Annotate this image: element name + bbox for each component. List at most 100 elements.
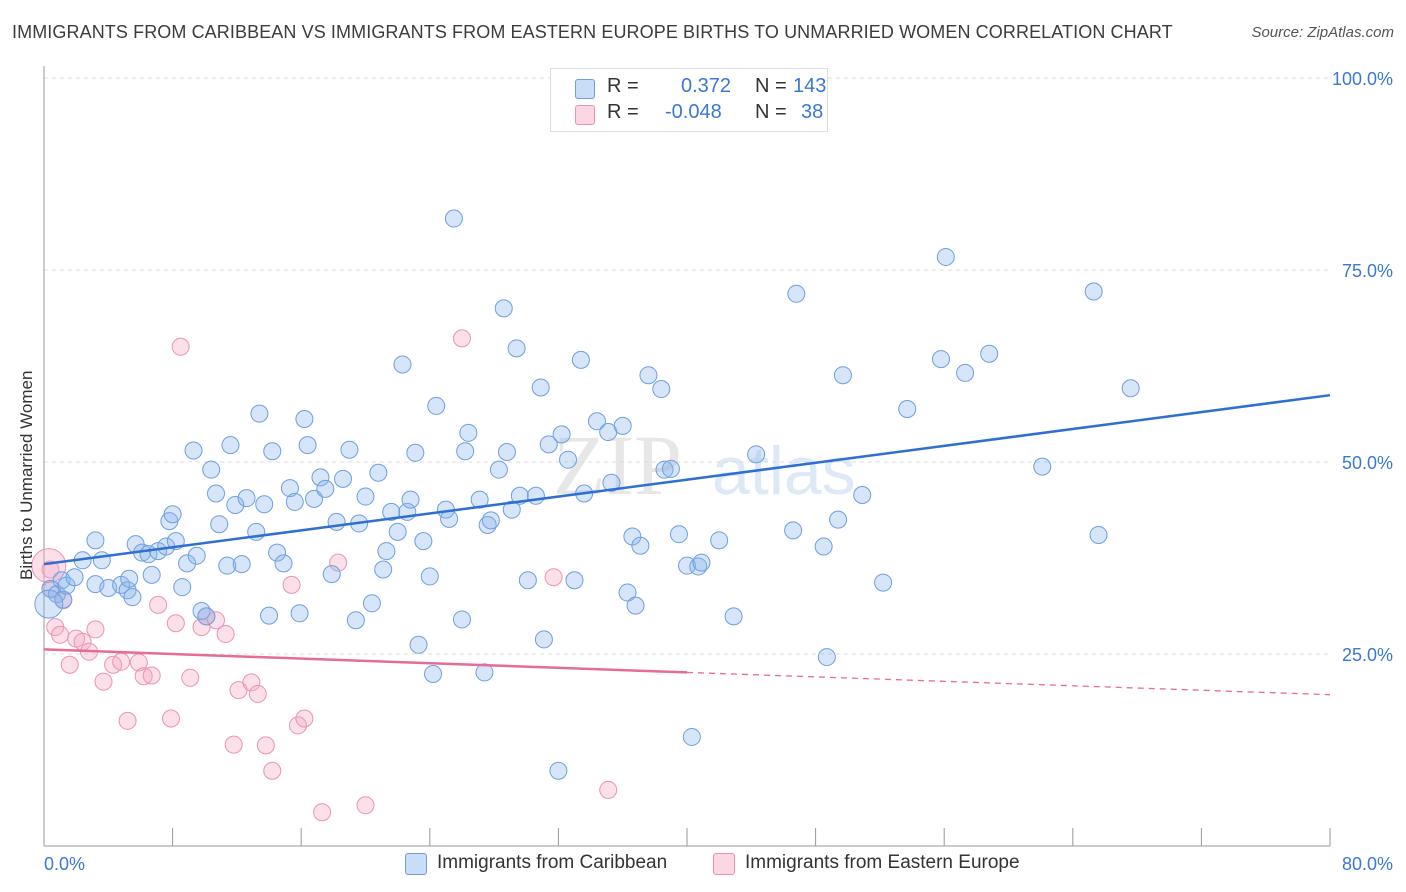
data-point-caribbean: [377, 542, 396, 561]
data-point-caribbean: [459, 423, 478, 442]
y-tick-label: 75.0%: [1342, 261, 1393, 281]
data-point-eastern-europe: [224, 735, 243, 754]
data-point-caribbean: [956, 363, 975, 382]
data-point-eastern-europe: [86, 620, 105, 639]
data-point-caribbean: [652, 380, 671, 399]
data-point-eastern-europe: [181, 668, 200, 687]
data-point-caribbean: [163, 505, 182, 524]
data-point-eastern-europe: [282, 575, 301, 594]
data-point-caribbean: [142, 565, 161, 584]
data-point-caribbean: [724, 607, 743, 626]
data-point-caribbean: [507, 339, 526, 358]
data-point-caribbean: [497, 443, 516, 462]
data-point-caribbean: [571, 350, 590, 369]
y-tick-label: 50.0%: [1342, 453, 1393, 473]
data-point-caribbean: [626, 596, 645, 615]
trend-line-eastern-europe: [43, 648, 688, 674]
data-point-caribbean: [268, 543, 287, 562]
data-point-eastern-europe: [216, 625, 235, 644]
data-point-caribbean: [424, 664, 443, 683]
data-point-caribbean: [534, 630, 553, 649]
data-point-caribbean: [263, 442, 282, 461]
data-point-caribbean: [414, 532, 433, 551]
watermark-atlas: atlas: [712, 433, 856, 509]
data-point-caribbean: [489, 460, 508, 479]
data-point-caribbean: [552, 425, 571, 444]
data-point-eastern-europe: [248, 684, 267, 703]
data-point-caribbean: [898, 400, 917, 419]
data-point-caribbean: [853, 486, 872, 505]
axes: [43, 66, 1331, 847]
data-point-caribbean: [539, 435, 558, 454]
data-point-eastern-europe: [51, 625, 70, 644]
data-point-eastern-europe: [41, 560, 60, 579]
caribbean-swatch: [405, 853, 427, 875]
data-point-caribbean: [814, 537, 833, 556]
data-point-caribbean: [427, 396, 446, 415]
legend-label: Immigrants from Caribbean: [437, 852, 668, 873]
data-point-eastern-europe: [544, 568, 563, 587]
data-point-caribbean: [549, 761, 568, 780]
data-point-caribbean: [817, 648, 836, 667]
data-point-caribbean: [393, 355, 412, 374]
data-point-eastern-europe: [60, 655, 79, 674]
data-point-caribbean: [602, 473, 621, 492]
data-point-caribbean: [1089, 525, 1108, 544]
data-point-caribbean: [197, 607, 216, 626]
data-point-caribbean: [401, 490, 420, 509]
data-point-caribbean: [298, 436, 317, 455]
data-point-caribbean: [388, 522, 407, 541]
series-eastern-europe-points: [31, 329, 618, 822]
data-point-caribbean: [120, 569, 139, 588]
data-point-caribbean: [346, 611, 365, 630]
data-point-eastern-europe: [171, 337, 190, 356]
data-point-caribbean: [221, 436, 240, 455]
data-point-caribbean: [661, 459, 680, 478]
data-point-caribbean: [295, 409, 314, 428]
data-point-caribbean: [639, 366, 658, 385]
y-tick-label: 100.0%: [1332, 69, 1393, 89]
data-point-caribbean: [210, 515, 229, 534]
data-point-caribbean: [655, 460, 674, 479]
data-point-eastern-europe: [142, 666, 161, 685]
europe-swatch: [575, 105, 595, 125]
data-point-eastern-europe: [149, 595, 168, 614]
legend-r-value: 0.372: [681, 75, 732, 97]
data-point-caribbean: [618, 583, 637, 602]
data-point-caribbean: [369, 463, 388, 482]
data-point-caribbean: [747, 445, 766, 464]
data-point-caribbean: [456, 442, 475, 461]
data-point-caribbean: [316, 479, 335, 498]
data-point-caribbean: [613, 416, 632, 435]
data-point-caribbean: [406, 443, 425, 462]
data-point-eastern-europe: [112, 652, 131, 671]
data-point-caribbean: [260, 606, 279, 625]
data-point-eastern-europe: [356, 796, 375, 815]
data-point-caribbean: [692, 553, 711, 572]
data-point-caribbean: [1084, 282, 1103, 301]
data-point-caribbean: [311, 468, 330, 487]
data-point-eastern-europe: [599, 780, 618, 799]
data-point-caribbean: [86, 531, 105, 550]
data-point-caribbean: [787, 284, 806, 303]
x-tick-label: 0.0%: [44, 854, 85, 874]
data-point-caribbean: [829, 510, 848, 529]
data-point-caribbean: [784, 521, 803, 540]
watermark: ZIP atlas: [553, 417, 856, 513]
data-point-eastern-europe: [452, 329, 471, 348]
legend-r-label: R =: [607, 75, 639, 97]
data-point-eastern-europe: [31, 548, 67, 584]
data-point-caribbean: [526, 486, 545, 505]
y-tick-label: 25.0%: [1342, 645, 1393, 665]
data-point-caribbean: [290, 604, 309, 623]
data-point-caribbean: [207, 484, 226, 503]
data-point-caribbean: [874, 573, 893, 592]
data-point-caribbean: [362, 594, 381, 613]
data-point-eastern-europe: [94, 672, 113, 691]
series-caribbean-points: [34, 209, 1140, 780]
data-point-caribbean: [452, 610, 471, 629]
data-point-caribbean: [280, 479, 299, 498]
legend-r-value: -0.048: [665, 101, 722, 123]
data-point-eastern-europe: [207, 611, 226, 630]
data-point-caribbean: [255, 495, 274, 514]
